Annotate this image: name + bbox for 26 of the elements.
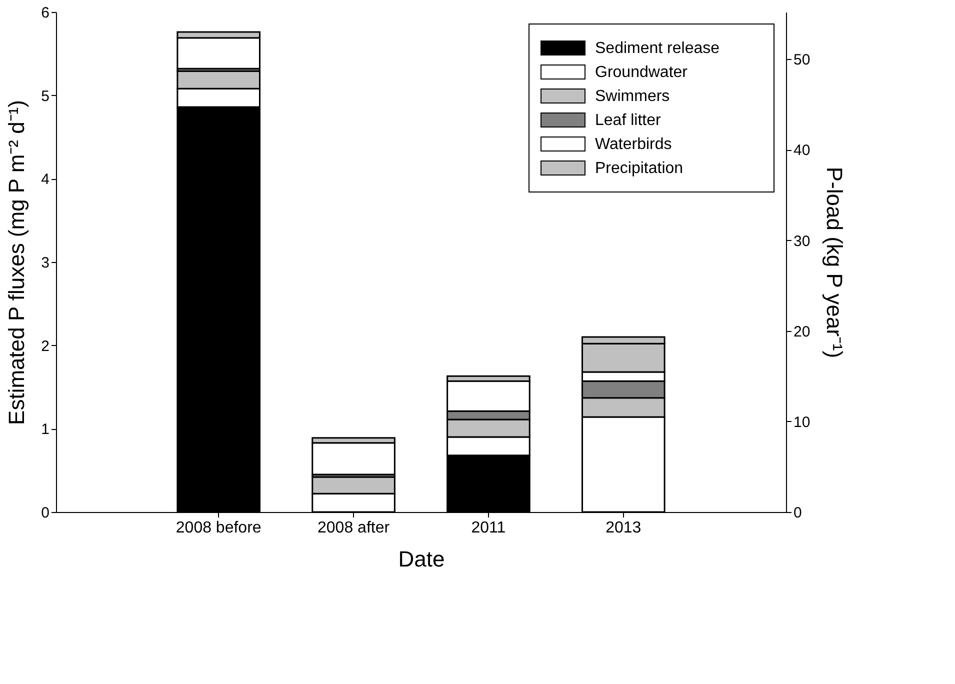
y2-tick-label: 0 (794, 504, 802, 522)
y-tick-label: 0 (41, 504, 50, 522)
y2-tick-label: 30 (794, 232, 810, 250)
legend-label: Groundwater (595, 64, 688, 81)
y-tick-label: 3 (41, 254, 50, 272)
x-axis-title: Date (398, 546, 445, 572)
y2-tick-label: 40 (794, 142, 810, 160)
legend-label: Sediment release (595, 40, 720, 57)
legend-label: Leaf litter (595, 112, 662, 129)
y-tick-label: 2 (41, 338, 50, 355)
x-tick-label: 2011 (471, 520, 506, 536)
x-tick-label: 2008 after (318, 520, 390, 536)
x-tick-label: 2013 (606, 520, 642, 536)
y-tick-label: 1 (41, 421, 50, 438)
x-tick-label: 2008 before (176, 520, 262, 536)
y2-tick-label: 10 (794, 414, 810, 431)
y-axis-title: Estimated P fluxes (mg P m⁻² d⁻¹) (4, 100, 30, 425)
y2-axis-title: P-load (kg P year⁻¹) (822, 166, 848, 358)
legend-label: Swimmers (595, 88, 670, 105)
y2-tick-label: 20 (794, 323, 810, 340)
legend-label: Precipitation (595, 160, 684, 177)
y-tick-label: 4 (41, 171, 50, 188)
legend-label: Waterbirds (595, 136, 672, 153)
y-tick-label: 6 (41, 4, 50, 22)
y-tick-label: 5 (41, 88, 50, 105)
y2-tick-label: 50 (794, 52, 810, 69)
